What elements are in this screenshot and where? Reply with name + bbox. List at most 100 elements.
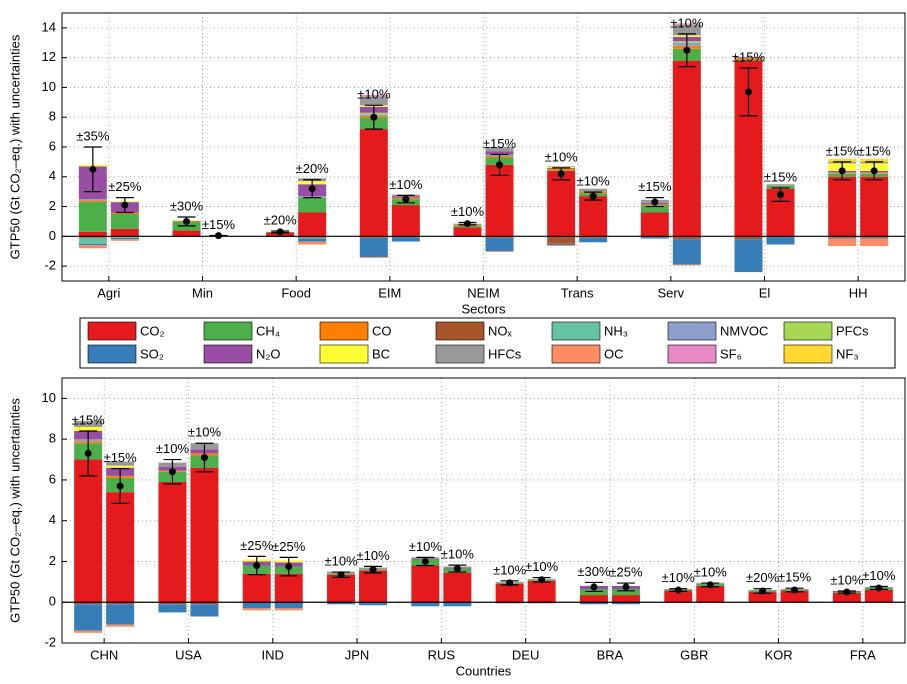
uncertainty-label: ±20% — [296, 161, 330, 176]
bar-segment — [111, 214, 139, 229]
total-dot — [651, 199, 658, 206]
legend-swatch — [668, 322, 716, 340]
y-tick-label: 14 — [42, 19, 56, 34]
legend-label: NF₃ — [836, 346, 859, 361]
total-dot — [277, 228, 284, 235]
y-tick-label: 8 — [49, 109, 56, 124]
uncertainty-label: ±15% — [202, 217, 236, 232]
total-dot — [745, 88, 752, 95]
uncertainty-label: ±15% — [483, 136, 517, 151]
x-tick-label: EIM — [378, 285, 401, 300]
y-tick-label: 0 — [49, 228, 56, 243]
x-tick-label: Min — [192, 285, 213, 300]
x-tick-label: El — [759, 285, 771, 300]
total-dot — [402, 196, 409, 203]
legend-swatch — [88, 345, 136, 363]
legend-swatch — [552, 322, 600, 340]
bar-segment — [359, 571, 387, 603]
uncertainty-label: ±10% — [830, 572, 864, 587]
total-dot — [370, 114, 377, 121]
total-dot — [201, 454, 208, 461]
uncertainty-label: ±10% — [662, 570, 696, 585]
legend-swatch — [552, 345, 600, 363]
legend-label: NOₓ — [488, 323, 513, 338]
legend-swatch — [784, 345, 832, 363]
bar-segment — [111, 229, 139, 236]
bar-segment — [443, 602, 471, 606]
bar-segment — [547, 245, 575, 246]
total-dot — [121, 202, 128, 209]
bar-segment — [547, 236, 575, 243]
y-tick-label: 12 — [42, 49, 56, 64]
legend-swatch — [320, 345, 368, 363]
total-dot — [496, 161, 503, 168]
bar-segment — [79, 201, 107, 202]
legend-swatch — [204, 322, 252, 340]
y-tick-label: 4 — [49, 168, 56, 183]
uncertainty-label: ±15% — [638, 179, 672, 194]
bar-segment — [79, 245, 107, 248]
bar-segment — [443, 573, 471, 603]
bar-segment — [486, 251, 514, 252]
uncertainty-label: ±10% — [156, 441, 190, 456]
total-dot — [590, 193, 597, 200]
y-tick-label: 2 — [49, 198, 56, 213]
y-tick-label: 8 — [49, 431, 56, 446]
total-dot — [285, 563, 292, 570]
total-dot — [538, 576, 545, 583]
uncertainty-label: ±10% — [545, 149, 579, 164]
x-tick-label: FRA — [850, 647, 876, 662]
legend-swatch — [204, 345, 252, 363]
x-tick-label: Food — [281, 285, 311, 300]
y-axis-label: GTP50 (Gt CO₂–eq.) with uncertainties — [7, 34, 22, 259]
uncertainty-label: ±10% — [389, 177, 423, 192]
total-dot — [871, 167, 878, 174]
uncertainty-label: ±10% — [409, 539, 443, 554]
uncertainty-label: ±20% — [264, 212, 298, 227]
total-dot — [791, 587, 798, 594]
uncertainty-label: ±15% — [732, 50, 766, 65]
bar-segment — [360, 129, 388, 236]
x-axis-label: Countries — [456, 663, 512, 678]
total-dot — [759, 588, 766, 595]
bar-segment — [392, 237, 420, 241]
uncertainty-label: ±25% — [240, 538, 274, 553]
bar-segment — [74, 604, 102, 631]
bar-segment — [411, 602, 439, 606]
bar-segment — [111, 239, 139, 240]
bar-segment — [547, 171, 575, 237]
total-dot — [464, 220, 471, 227]
x-tick-label: Agri — [97, 285, 120, 300]
total-dot — [253, 562, 260, 569]
bar-segment — [411, 566, 439, 603]
bar-segment — [860, 177, 888, 237]
x-tick-label: JPN — [345, 647, 370, 662]
legend-swatch — [784, 322, 832, 340]
total-dot — [89, 166, 96, 173]
x-tick-label: BRA — [597, 647, 624, 662]
legend-label: N₂O — [256, 346, 281, 361]
total-dot — [85, 450, 92, 457]
bar-segment — [612, 595, 640, 602]
bar-segment — [275, 574, 303, 603]
legend-swatch — [436, 345, 484, 363]
bar-segment — [673, 265, 701, 266]
legend-label: BC — [372, 346, 390, 361]
bar-segment — [528, 581, 556, 602]
uncertainty-label: ±15% — [104, 450, 138, 465]
legend-label: CO — [372, 323, 392, 338]
bar-segment — [735, 239, 763, 272]
y-tick-label: -2 — [44, 258, 56, 273]
bar-segment — [579, 189, 607, 192]
y-tick-label: 0 — [49, 594, 56, 609]
bar-segment — [828, 238, 856, 239]
y-axis-label: GTP50 (Gt CO₂–eq.) with uncertainties — [7, 398, 22, 623]
bar-segment — [190, 468, 218, 603]
total-dot — [843, 589, 850, 596]
bar-segment — [298, 213, 326, 237]
bar-segment — [243, 608, 271, 610]
bar-segment — [860, 238, 888, 239]
bar-segment — [298, 239, 326, 242]
bar-segment — [327, 575, 355, 603]
